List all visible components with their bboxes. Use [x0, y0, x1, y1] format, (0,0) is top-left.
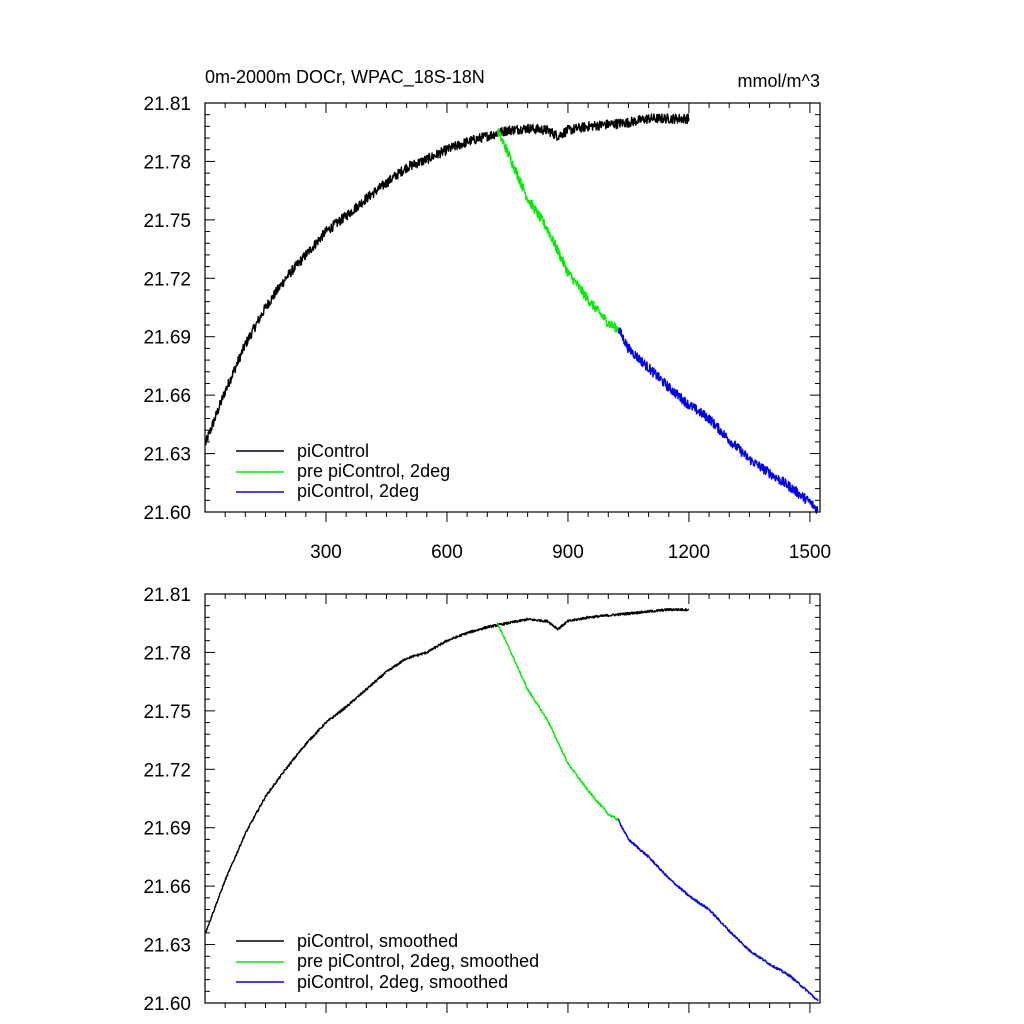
x-tick-label: 1500 — [789, 542, 831, 563]
x-tick-label: 1200 — [668, 542, 710, 563]
y-tick-label: 21.72 — [143, 760, 191, 781]
bottom-panel: 21.60 21.63 21.66 21.69 21.72 21.75 21.78 21.81… — [143, 585, 821, 1015]
series-line-picontrol-smoothed — [205, 607, 690, 933]
y-tick-label: 21.66 — [143, 386, 191, 407]
y-tick-label: 21.63 — [143, 445, 191, 466]
bottom-legend: piControl, smoothed pre piControl, 2deg,… — [236, 931, 539, 992]
y-tick-label: 21.81 — [143, 585, 191, 606]
y-tick-label: 21.75 — [143, 211, 191, 232]
y-tick-label: 21.63 — [143, 936, 191, 957]
x-tick-label: 300 — [310, 542, 342, 563]
y-tick-label: 21.66 — [143, 877, 191, 898]
y-tick-label: 21.81 — [143, 94, 191, 115]
series-line-picontrol — [204, 113, 690, 446]
y-tick-label: 21.72 — [143, 269, 191, 290]
top-tick-layer: 21.60 21.63 21.66 21.69 21.72 21.75 21.78 21.81… — [143, 94, 831, 563]
top-panel: 0m-2000m DOCr, WPAC_18S-18N mmol/m^3 21.… — [143, 67, 831, 563]
y-tick-label: 21.69 — [143, 328, 191, 349]
bottom-tick-layer: 21.60 21.63 21.66 21.69 21.72 21.75 21.78 21.81 — [143, 585, 820, 1015]
y-tick-label: 21.60 — [143, 503, 191, 524]
y-tick-label: 21.60 — [143, 994, 191, 1015]
bottom-series-layer — [205, 607, 819, 1002]
units-label: mmol/m^3 — [738, 71, 820, 91]
top-series-layer — [204, 113, 819, 514]
legend-label-pre-picontrol-2deg: pre piControl, 2deg — [297, 461, 450, 481]
x-tick-label: 600 — [431, 542, 463, 563]
bottom-plot-frame — [204, 593, 821, 1004]
y-tick-label: 21.75 — [143, 702, 191, 723]
series-line-pre-picontrol-2deg-smoothed — [496, 622, 619, 822]
legend-label-picontrol: piControl — [297, 441, 369, 461]
y-tick-label: 21.78 — [143, 643, 191, 664]
series-line-picontrol-2deg-smoothed — [617, 818, 819, 1002]
legend-label-picontrol-2deg-smoothed: piControl, 2deg, smoothed — [297, 972, 508, 992]
y-tick-label: 21.69 — [143, 819, 191, 840]
series-line-picontrol-2deg — [617, 327, 819, 514]
chart-title: 0m-2000m DOCr, WPAC_18S-18N — [205, 67, 485, 88]
legend-label-pre-picontrol-2deg-smoothed: pre piControl, 2deg, smoothed — [297, 951, 539, 971]
top-plot-frame — [204, 102, 821, 513]
series-line-pre-picontrol-2deg — [496, 127, 620, 333]
legend-label-picontrol-2deg: piControl, 2deg — [297, 481, 419, 501]
top-legend: piControl pre piControl, 2deg piControl,… — [236, 441, 450, 501]
y-tick-label: 21.78 — [143, 152, 191, 173]
legend-label-picontrol-smoothed: piControl, smoothed — [297, 931, 458, 951]
x-tick-label: 900 — [552, 542, 584, 563]
